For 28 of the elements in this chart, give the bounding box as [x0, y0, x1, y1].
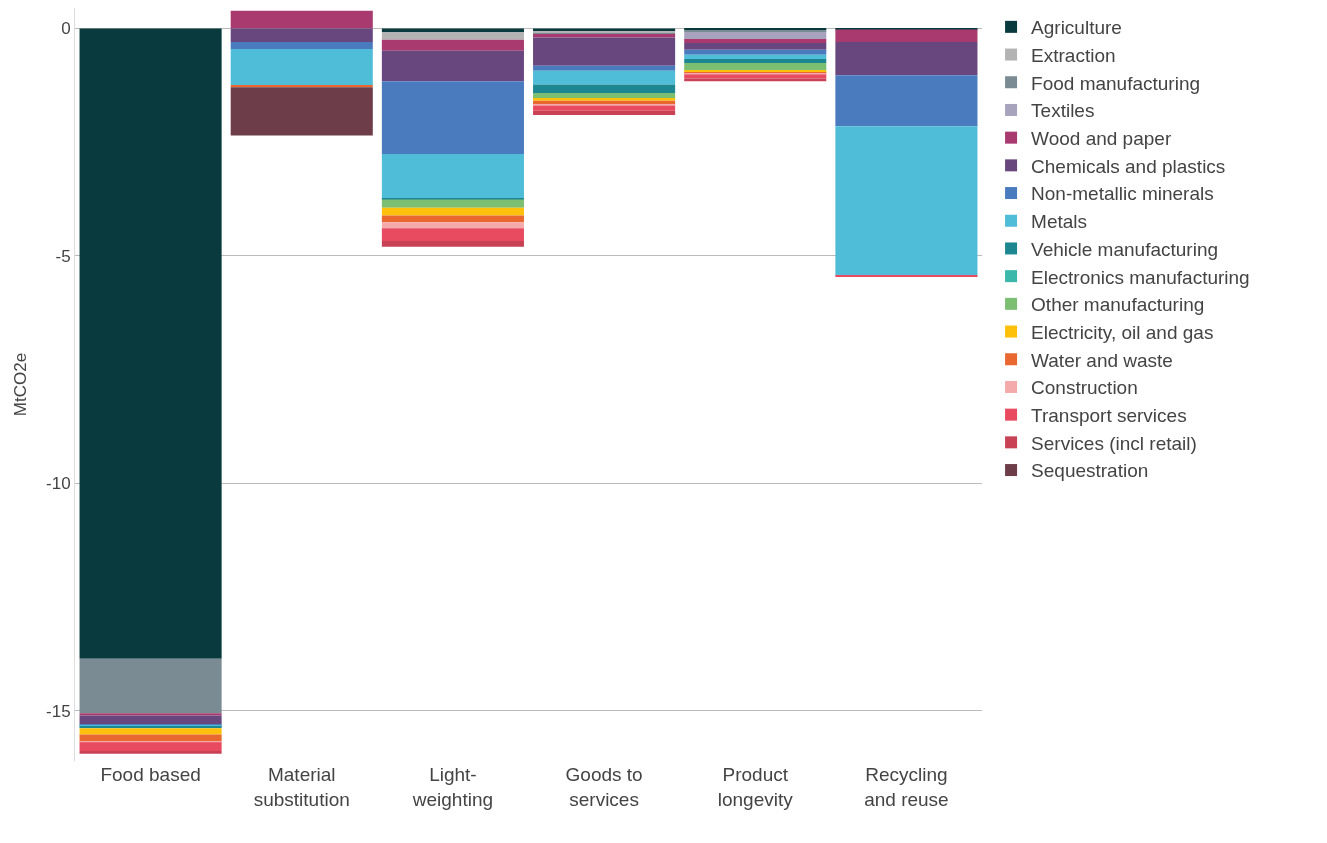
y-tick-label: -10 [46, 474, 71, 494]
y-axis-title: MtCO2e [10, 352, 30, 417]
legend-label: Construction [1031, 377, 1138, 399]
legend-label: Chemicals and plastics [1031, 155, 1226, 177]
legend-label: Textiles [1031, 100, 1095, 122]
x-tick-label: Light-weighting [411, 764, 494, 810]
y-tick-label: -15 [46, 701, 71, 721]
legend-label: Agriculture [1031, 17, 1122, 39]
legend-label: Electronics manufacturing [1031, 266, 1250, 288]
legend-label: Other manufacturing [1031, 294, 1205, 316]
legend-label: Sequestration [1031, 460, 1149, 482]
legend-label: Services (incl retail) [1031, 432, 1197, 454]
legend-label: Vehicle manufacturing [1031, 238, 1219, 260]
legend-label: Non-metallic minerals [1031, 183, 1214, 205]
legend-label: Electricity, oil and gas [1031, 321, 1214, 343]
legend-label: Transport services [1031, 405, 1187, 427]
legend-label: Food manufacturing [1031, 72, 1201, 94]
y-tick-label: -5 [55, 246, 71, 266]
legend-label: Wood and paper [1031, 128, 1172, 150]
x-tick-label: Goods to services [565, 764, 643, 810]
y-tick-label: 0 [61, 19, 71, 39]
legend-label: Extraction [1031, 44, 1116, 66]
x-tick-label: Product longevity [717, 764, 794, 810]
legend-label: Water and waste [1031, 349, 1173, 371]
x-tick-label: Recycling and reuse [864, 764, 949, 810]
legend-label: Metals [1031, 211, 1088, 233]
x-tick-label: Food based [100, 764, 201, 785]
x-tick-label: Material substitution [253, 764, 350, 810]
